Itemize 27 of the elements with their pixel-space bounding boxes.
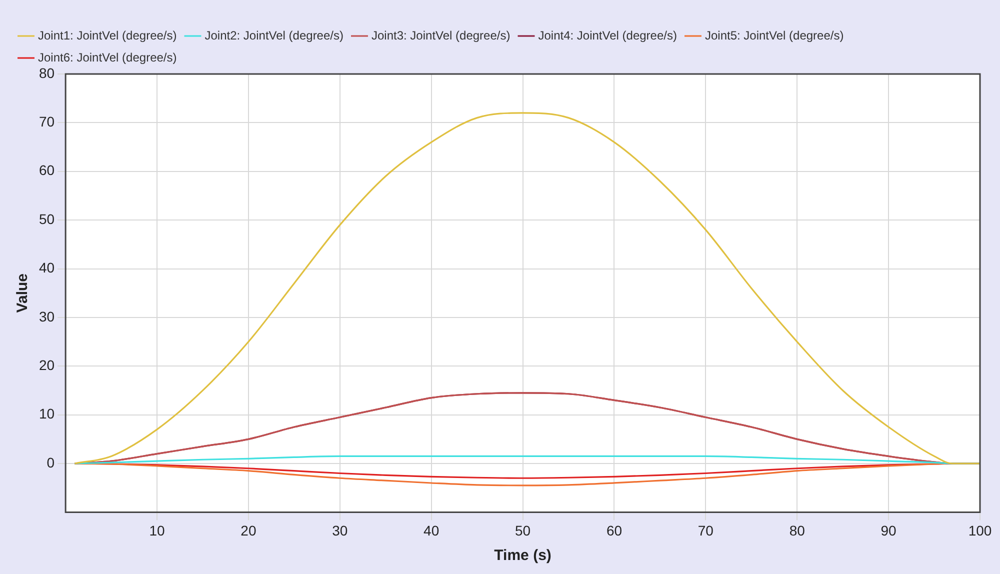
y-tick-label: 50 — [38, 210, 55, 227]
y-tick-label: 60 — [38, 162, 55, 178]
y-tick-label: 20 — [38, 356, 55, 373]
x-tick-label: 50 — [514, 522, 531, 538]
x-tick-label: 60 — [606, 522, 622, 538]
x-tick-label: 80 — [789, 522, 806, 538]
x-tick-label: 90 — [880, 522, 897, 538]
legend-label: Joint4: JointVel (degree/s) — [538, 28, 677, 42]
y-tick-label: 70 — [38, 114, 55, 130]
legend-label: Joint6: JointVel (degree/s) — [38, 50, 177, 64]
legend-label: Joint2: JointVel (degree/s) — [204, 28, 344, 42]
y-tick-label: 30 — [38, 308, 55, 324]
x-tick-label: 20 — [240, 522, 256, 538]
y-tick-label: 80 — [38, 64, 55, 81]
y-tick-label: 40 — [38, 260, 55, 276]
x-tick-label: 40 — [424, 522, 440, 538]
x-tick-label: 10 — [149, 522, 166, 538]
x-axis-title: Time (s) — [494, 547, 552, 564]
x-tick-label: 70 — [698, 522, 714, 538]
legend-label: Joint1: JointVel (degree/s) — [38, 28, 177, 42]
y-tick-label: 0 — [46, 454, 55, 470]
x-tick-label: 100 — [968, 522, 992, 538]
y-axis-title: Value — [14, 274, 32, 313]
legend-label: Joint3: JointVel (degree/s) — [371, 28, 510, 42]
y-tick-label: 10 — [38, 406, 55, 422]
legend-label: Joint5: JointVel (degree/s) — [704, 28, 844, 42]
x-tick-label: 30 — [332, 522, 348, 538]
